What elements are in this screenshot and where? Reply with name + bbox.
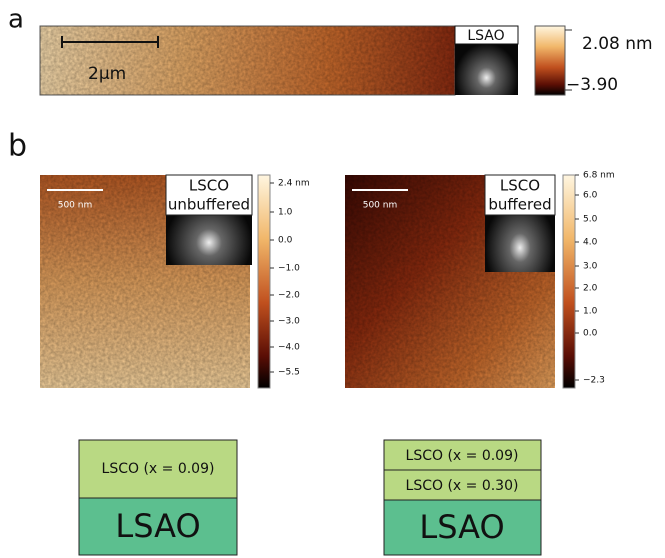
afm-texture xyxy=(40,26,455,95)
substrate-label: LSAO xyxy=(115,507,200,545)
panel-label: b xyxy=(8,129,27,164)
colorbar-tick-label: 5.0 xyxy=(583,215,598,225)
inset-label: LSCO xyxy=(189,177,229,195)
colorbar-tick-label: 4.0 xyxy=(583,238,598,248)
colorbar-tick-label: 1.0 xyxy=(583,307,598,317)
colorbar xyxy=(258,175,270,388)
panel-label: a xyxy=(8,5,24,35)
colorbar xyxy=(563,175,575,388)
scale-bar-label: 500 nm xyxy=(363,201,398,211)
scale-bar-label: 500 nm xyxy=(58,201,93,211)
colorbar-tick-label: 6.0 xyxy=(583,191,598,201)
colorbar-tick-label: −1.0 xyxy=(278,264,300,274)
layer-label: LSCO (x = 0.30) xyxy=(406,478,519,494)
inset-label: LSAO xyxy=(467,28,504,44)
colorbar-label: −3.90 xyxy=(566,75,618,95)
colorbar xyxy=(535,26,565,95)
colorbar-label: 2.08 nm xyxy=(582,34,653,54)
substrate-label: LSAO xyxy=(419,508,504,546)
colorbar-tick-label: 0.0 xyxy=(278,236,293,246)
figure: a 2μm LSAO 2.08 nm −3.90 b LSCO (x = 0.0… xyxy=(0,0,665,558)
colorbar-tick-label: −4.0 xyxy=(278,343,300,353)
colorbar-tick-label: 3.0 xyxy=(583,262,598,272)
colorbar-tick-label: 6.8 nm xyxy=(583,171,615,181)
colorbar-tick-label: −5.5 xyxy=(278,368,300,378)
colorbar-tick-label: 2.0 xyxy=(583,284,598,294)
inset-label: buffered xyxy=(488,196,551,214)
inset-label: LSCO xyxy=(500,177,540,195)
colorbar-tick-label: 1.0 xyxy=(278,208,293,218)
colorbar-tick-label: 2.4 nm xyxy=(278,179,310,189)
scale-bar-label: 2μm xyxy=(88,64,126,84)
layer-label: LSCO (x = 0.09) xyxy=(102,461,215,477)
colorbar-tick-label: 0.0 xyxy=(583,329,598,339)
colorbar-tick-label: −3.0 xyxy=(278,317,300,327)
inset-label: unbuffered xyxy=(168,196,250,214)
colorbar-tick-label: −2.3 xyxy=(583,376,605,386)
colorbar-tick-label: −2.0 xyxy=(278,291,300,301)
layer-label: LSCO (x = 0.09) xyxy=(406,448,519,464)
